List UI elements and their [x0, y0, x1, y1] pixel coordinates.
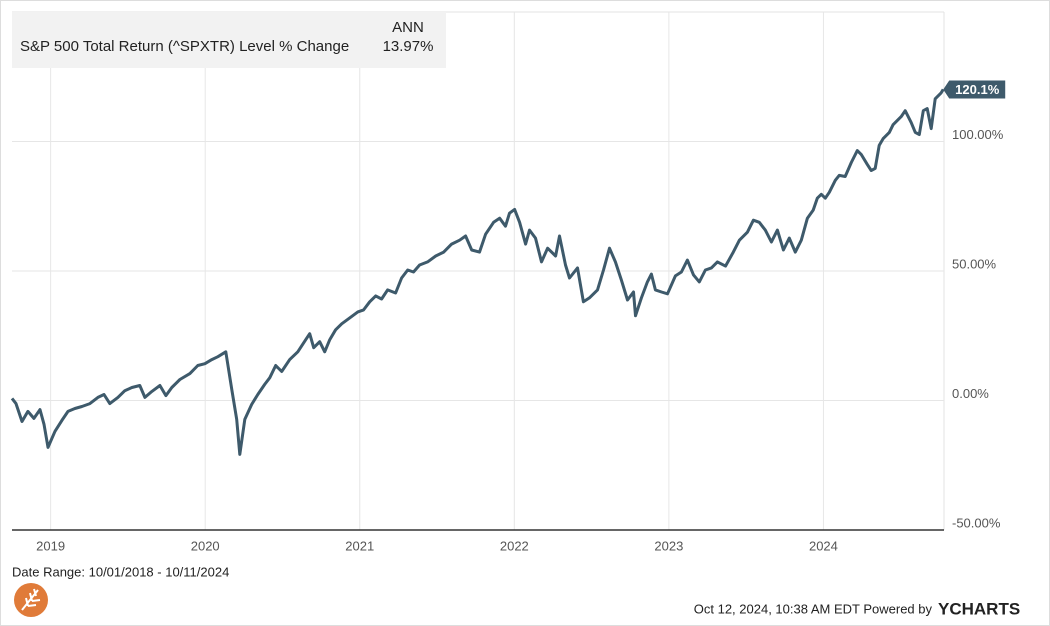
y-tick-label: -50.00% [952, 515, 1001, 530]
x-tick-label: 2023 [654, 538, 683, 553]
x-tick-label: 2019 [36, 538, 65, 553]
legend-series: S&P 500 Total Return (^SPXTR) Level % Ch… [20, 38, 349, 55]
legend-box [12, 12, 446, 68]
y-tick-label: 100.00% [952, 127, 1004, 142]
y-tick-label: 50.00% [952, 256, 997, 271]
logo [14, 583, 48, 617]
x-tick-label: 2024 [809, 538, 838, 553]
date-range: Date Range: 10/01/2018 - 10/11/2024 [12, 564, 229, 579]
legend-value: 13.97% [383, 38, 434, 55]
y-tick-label: 0.00% [952, 386, 989, 401]
end-label-box [943, 80, 1006, 99]
legend-header: ANN [392, 19, 424, 36]
end-label: 120.1% [955, 82, 1000, 97]
series-line [10, 88, 945, 456]
x-tick-label: 2021 [345, 538, 374, 553]
brand: YCHARTS [938, 599, 1020, 618]
footer: Oct 12, 2024, 10:38 AM EDT Powered by [694, 601, 933, 616]
x-tick-label: 2020 [191, 538, 220, 553]
x-tick-label: 2022 [500, 538, 529, 553]
